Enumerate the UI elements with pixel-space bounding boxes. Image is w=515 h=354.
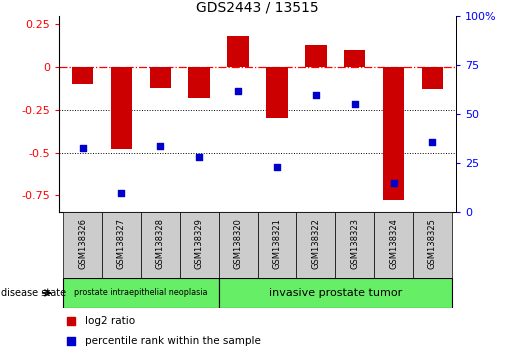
Text: GSM138328: GSM138328 [156,218,165,269]
Bar [188,67,210,98]
Bar [305,45,327,67]
Bar [150,67,171,88]
Title: GDS2443 / 13515: GDS2443 / 13515 [196,1,319,15]
Bar [72,67,93,84]
Text: GSM138329: GSM138329 [195,218,204,269]
Point [312,92,320,97]
Point [67,338,75,344]
Bar [422,67,443,90]
Text: GSM138323: GSM138323 [350,218,359,269]
Point [389,180,398,186]
Bar [335,212,374,278]
Bar [63,212,102,278]
Bar [219,212,258,278]
Bar [374,212,413,278]
Point [273,164,281,170]
Bar [344,50,365,67]
Point [428,139,437,144]
Text: prostate intraepithelial neoplasia: prostate intraepithelial neoplasia [74,289,208,297]
Text: GSM138326: GSM138326 [78,218,87,269]
Text: percentile rank within the sample: percentile rank within the sample [85,336,261,346]
Bar [383,67,404,200]
Text: GSM138320: GSM138320 [234,218,243,269]
Text: GSM138324: GSM138324 [389,218,398,269]
Point [351,102,359,107]
Point [117,190,126,196]
Point [234,88,242,93]
Text: GSM138327: GSM138327 [117,218,126,269]
Bar [296,212,335,278]
Text: GSM138325: GSM138325 [428,218,437,269]
Text: disease state: disease state [1,288,66,298]
Bar [413,212,452,278]
Point [67,318,75,324]
Bar [111,67,132,149]
Text: GSM138321: GSM138321 [272,218,281,269]
Text: invasive prostate tumor: invasive prostate tumor [269,288,402,298]
Bar [219,278,452,308]
Bar [63,278,219,308]
Bar [258,212,296,278]
Point [78,145,87,150]
Bar [180,212,219,278]
Point [195,155,203,160]
Text: log2 ratio: log2 ratio [85,316,135,326]
Point [156,143,164,148]
Text: GSM138322: GSM138322 [311,218,320,269]
Bar [266,67,288,119]
Bar [102,212,141,278]
Bar [227,36,249,67]
Bar [141,212,180,278]
